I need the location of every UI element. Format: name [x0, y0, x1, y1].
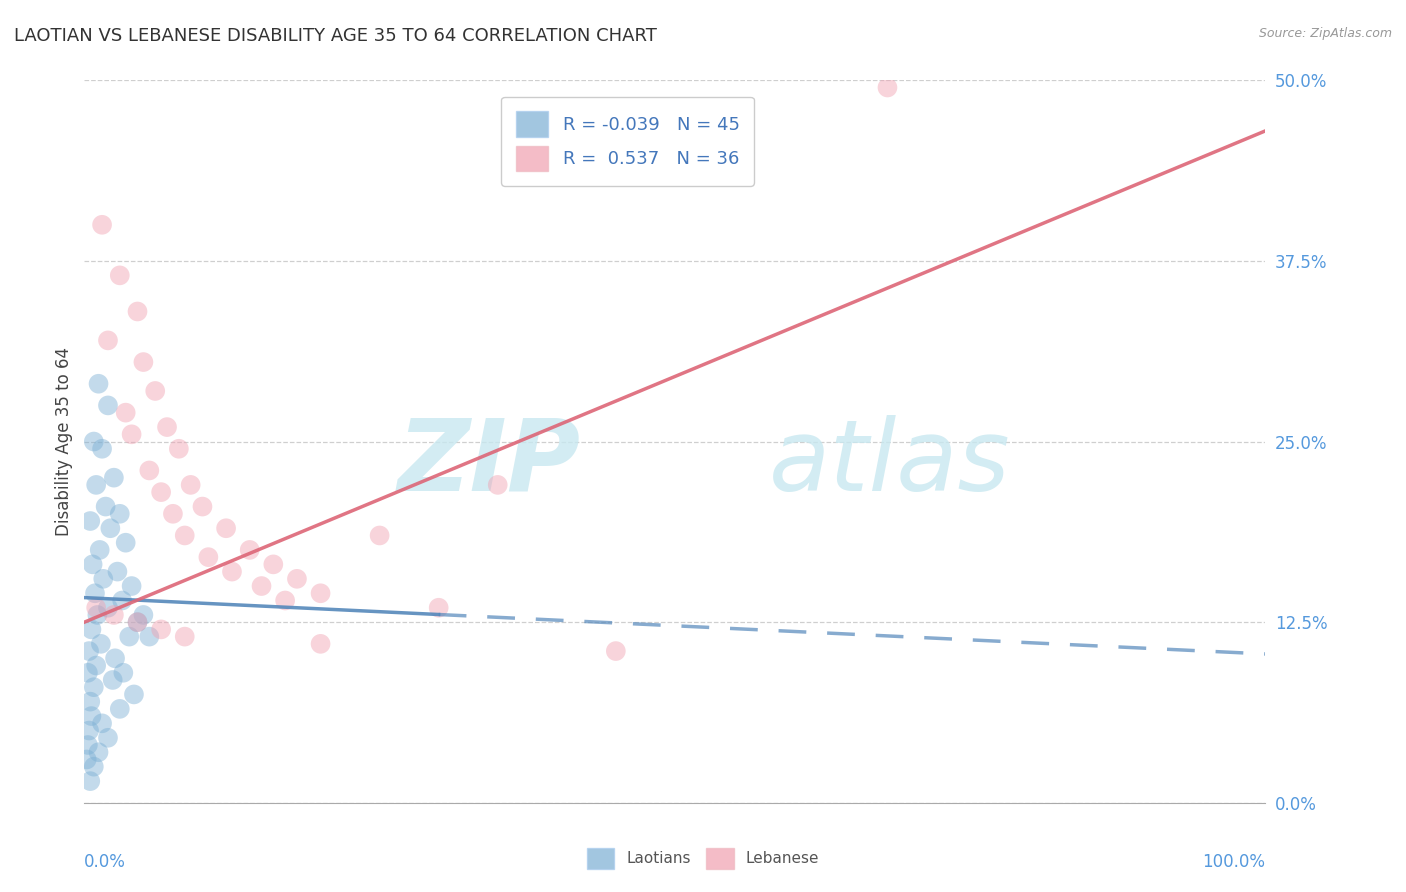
- Point: [262, 558, 284, 572]
- Point: [114, 535, 136, 549]
- Point: [180, 478, 202, 492]
- Point: [77, 665, 100, 680]
- Point: [427, 600, 450, 615]
- Point: [173, 528, 195, 542]
- Point: [91, 572, 114, 586]
- Point: [82, 558, 104, 572]
- Point: [122, 687, 145, 701]
- Point: [285, 572, 308, 586]
- Text: 0.0%: 0.0%: [84, 854, 127, 871]
- Point: [876, 80, 898, 95]
- Point: [84, 658, 107, 673]
- Point: [91, 716, 114, 731]
- Point: [79, 514, 101, 528]
- Point: [167, 442, 190, 456]
- Point: [83, 680, 105, 694]
- Point: [118, 630, 141, 644]
- Point: [89, 542, 111, 557]
- Point: [197, 550, 219, 565]
- Point: [87, 745, 110, 759]
- Point: [79, 774, 101, 789]
- Point: [97, 334, 120, 348]
- Point: [173, 630, 195, 644]
- Point: [309, 586, 332, 600]
- Point: [138, 630, 160, 644]
- Text: 100.0%: 100.0%: [1202, 854, 1265, 871]
- Text: ZIP: ZIP: [398, 415, 581, 512]
- Point: [77, 738, 100, 752]
- Text: atlas: atlas: [769, 415, 1011, 512]
- Point: [221, 565, 243, 579]
- Point: [97, 731, 120, 745]
- Point: [103, 607, 125, 622]
- Point: [111, 593, 134, 607]
- Point: [97, 600, 120, 615]
- Point: [83, 760, 105, 774]
- Point: [114, 406, 136, 420]
- Point: [103, 471, 125, 485]
- Point: [80, 709, 103, 723]
- Point: [91, 442, 114, 456]
- Point: [162, 507, 184, 521]
- Point: [112, 665, 135, 680]
- Point: [108, 268, 131, 283]
- Point: [80, 623, 103, 637]
- Point: [77, 723, 100, 738]
- Point: [98, 521, 121, 535]
- Point: [127, 304, 149, 318]
- Point: [104, 651, 127, 665]
- Point: [108, 507, 131, 521]
- Point: [274, 593, 297, 607]
- Point: [87, 376, 110, 391]
- Point: [132, 355, 155, 369]
- Text: Source: ZipAtlas.com: Source: ZipAtlas.com: [1258, 27, 1392, 40]
- Point: [101, 673, 124, 687]
- Legend: Laotians, Lebanese: Laotians, Lebanese: [581, 841, 825, 875]
- Y-axis label: Disability Age 35 to 64: Disability Age 35 to 64: [55, 347, 73, 536]
- Point: [97, 398, 120, 412]
- Point: [486, 478, 509, 492]
- Point: [156, 420, 179, 434]
- Point: [121, 427, 143, 442]
- Point: [150, 485, 173, 500]
- Point: [94, 500, 117, 514]
- Point: [191, 500, 214, 514]
- Point: [77, 644, 100, 658]
- Point: [90, 637, 112, 651]
- Point: [215, 521, 238, 535]
- Point: [309, 637, 332, 651]
- Point: [250, 579, 273, 593]
- Point: [108, 702, 131, 716]
- Point: [84, 586, 107, 600]
- Point: [121, 579, 143, 593]
- Point: [239, 542, 262, 557]
- Point: [83, 434, 105, 449]
- Point: [127, 615, 149, 630]
- Point: [150, 623, 173, 637]
- Point: [91, 218, 114, 232]
- Point: [143, 384, 166, 398]
- Legend: R = -0.039   N = 45, R =  0.537   N = 36: R = -0.039 N = 45, R = 0.537 N = 36: [501, 96, 754, 186]
- Point: [138, 463, 160, 477]
- Point: [107, 565, 129, 579]
- Text: LAOTIAN VS LEBANESE DISABILITY AGE 35 TO 64 CORRELATION CHART: LAOTIAN VS LEBANESE DISABILITY AGE 35 TO…: [14, 27, 657, 45]
- Point: [605, 644, 627, 658]
- Point: [127, 615, 149, 630]
- Point: [76, 752, 98, 766]
- Point: [132, 607, 155, 622]
- Point: [368, 528, 391, 542]
- Point: [79, 695, 101, 709]
- Point: [84, 600, 107, 615]
- Point: [86, 607, 108, 622]
- Point: [84, 478, 107, 492]
